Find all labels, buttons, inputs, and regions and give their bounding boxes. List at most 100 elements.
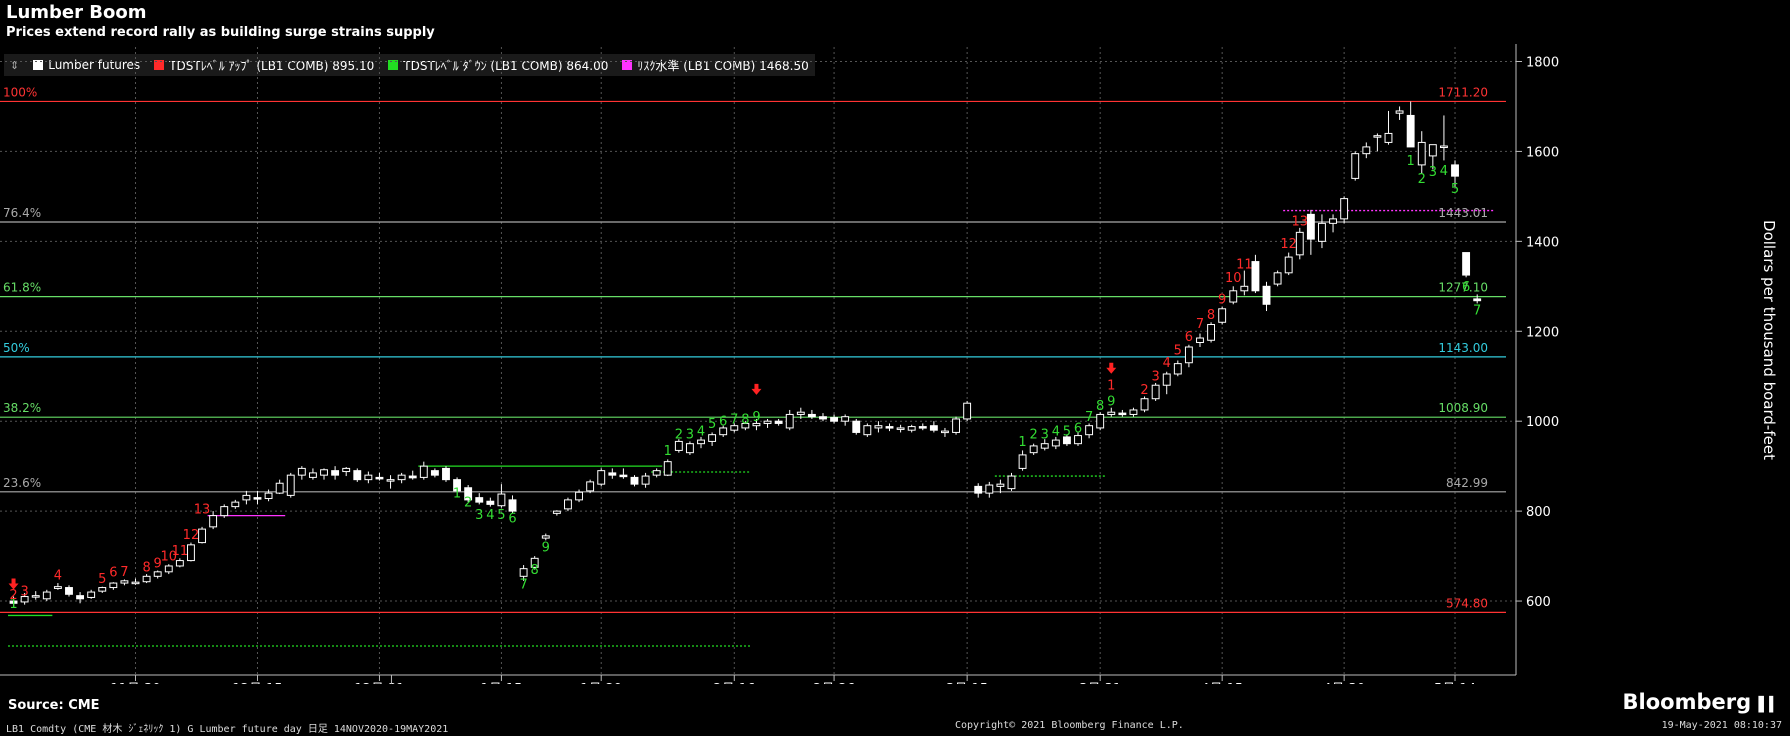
candle-body xyxy=(53,586,62,589)
td-count-label: 7 xyxy=(120,565,128,580)
candle-body xyxy=(1051,439,1060,447)
candle-body xyxy=(353,470,362,481)
candle-body xyxy=(807,413,816,418)
candle-body xyxy=(65,587,73,595)
candle-body xyxy=(1473,298,1482,302)
candle-body xyxy=(1262,285,1271,305)
candle-body xyxy=(1395,110,1404,114)
axes-layer: 6008001000120014001600180011月 3012月 1512… xyxy=(0,44,1559,684)
candle-body xyxy=(1284,256,1293,274)
td-count-label: 5 xyxy=(1451,182,1459,197)
fib-pct-label: 61.8% xyxy=(3,281,41,295)
legend-item-risk[interactable]: ﾘｽｸ水準 (LB1 COMB) 1468.50 xyxy=(622,57,809,74)
candle-body xyxy=(1451,164,1459,177)
td-count-label: 1 xyxy=(1018,435,1026,450)
candle-body xyxy=(619,474,628,478)
candle-body xyxy=(819,416,827,420)
candle-body xyxy=(652,470,661,476)
candle-body xyxy=(1140,398,1149,411)
footer-timestamp: 19-May-2021 08:10:37 xyxy=(1661,720,1782,731)
y-tick-label: 1200 xyxy=(1526,325,1559,340)
td-count-label: 2 xyxy=(1140,383,1148,398)
td-count-label: 2 xyxy=(1030,427,1038,442)
footer-copyright: Copyright© 2021 Bloomberg Finance L.P. xyxy=(955,720,1184,731)
td-count-label: 2 xyxy=(9,588,17,603)
arrow-down-icon xyxy=(8,578,19,590)
td-count-label: 11 xyxy=(172,544,189,559)
candle-body xyxy=(87,591,96,598)
arrow-down-icon xyxy=(751,383,762,395)
td-count-label: 4 xyxy=(54,568,62,583)
td-count-label: 3 xyxy=(1041,427,1049,442)
x-tick-label: 5月 14 xyxy=(1434,682,1476,684)
td-count-label: 5 xyxy=(98,572,106,587)
candle-body xyxy=(1007,475,1016,490)
candle-body xyxy=(874,425,883,429)
candle-body xyxy=(342,467,351,473)
fib-value-label: 1143.00 xyxy=(1438,341,1488,355)
candle-body xyxy=(1040,443,1049,449)
candle-body xyxy=(20,596,29,603)
bars-icon: ▌▍ xyxy=(1758,697,1780,713)
candle-body xyxy=(76,595,85,600)
candle-body xyxy=(475,497,484,503)
td-count-label: 2 xyxy=(1418,172,1426,187)
td-count-label: 3 xyxy=(20,585,28,600)
fib-value-label: 1711.20 xyxy=(1438,85,1488,99)
candle-body xyxy=(929,425,938,431)
td-count-label: 12 xyxy=(183,528,200,543)
candle-body xyxy=(297,467,306,476)
td-count-label: 4 xyxy=(1163,356,1171,371)
candle-body xyxy=(575,491,583,501)
fib-value-label: 1277.10 xyxy=(1438,281,1488,295)
candle-body xyxy=(952,418,960,433)
candle-body xyxy=(464,487,473,501)
candle-body xyxy=(1240,285,1249,292)
legend-handle-icon[interactable]: ⇕ xyxy=(10,58,20,72)
candle-body xyxy=(275,482,284,494)
candle-body xyxy=(608,472,617,476)
candle-body xyxy=(142,575,151,583)
td-count-label: 10 xyxy=(1225,271,1242,286)
td-count-label: 6 xyxy=(1185,330,1193,345)
fib-pct-label: 50% xyxy=(3,341,30,355)
td-count-label: 7 xyxy=(1196,317,1204,332)
candle-body xyxy=(1173,363,1182,375)
candle-body xyxy=(1162,373,1171,386)
x-tick-label: 12月 31 xyxy=(354,682,404,684)
candle-body xyxy=(1251,261,1260,292)
candle-body xyxy=(364,474,373,481)
candle-body xyxy=(907,426,916,431)
candle-body xyxy=(1373,135,1382,138)
td-count-label: 6 xyxy=(508,511,516,526)
td-count-label: 7 xyxy=(1473,304,1481,319)
candle-body xyxy=(774,420,783,424)
y-tick-label: 1000 xyxy=(1526,415,1559,430)
candle-body xyxy=(641,475,650,485)
candle-body xyxy=(519,568,528,577)
candle-body xyxy=(1184,346,1193,364)
candle-body xyxy=(586,481,595,492)
candle-body xyxy=(663,461,672,476)
candle-body xyxy=(730,425,739,431)
td-count-label: 6 xyxy=(1074,421,1082,436)
td-count-label: 13 xyxy=(1292,215,1309,230)
source-note: Source: CME xyxy=(8,698,100,713)
candle-body xyxy=(486,500,495,505)
x-tick-label: 2月 16 xyxy=(713,682,755,684)
candle-body xyxy=(131,581,140,585)
candle-body xyxy=(763,420,772,424)
candle-body xyxy=(1329,218,1337,224)
legend-item-tdst-down[interactable]: TDSTﾚﾍﾞﾙ ﾀﾞｳﾝ (LB1 COMB) 864.00 xyxy=(388,57,608,74)
x-tick-label: 3月 15 xyxy=(946,682,988,684)
candle-body xyxy=(1207,324,1216,341)
fib-value-label: 574.80 xyxy=(1446,596,1488,610)
legend-item-tdst-up[interactable]: TDSTﾚﾍﾞﾙ ｱｯﾌﾟ (LB1 COMB) 895.10 xyxy=(154,57,374,74)
legend-swatch xyxy=(388,60,399,70)
fib-value-label: 1443.01 xyxy=(1438,206,1488,220)
candle-body xyxy=(253,497,262,500)
candle-body xyxy=(1229,290,1238,303)
fib-pct-label: 100% xyxy=(3,85,37,99)
candle-body xyxy=(697,439,705,445)
